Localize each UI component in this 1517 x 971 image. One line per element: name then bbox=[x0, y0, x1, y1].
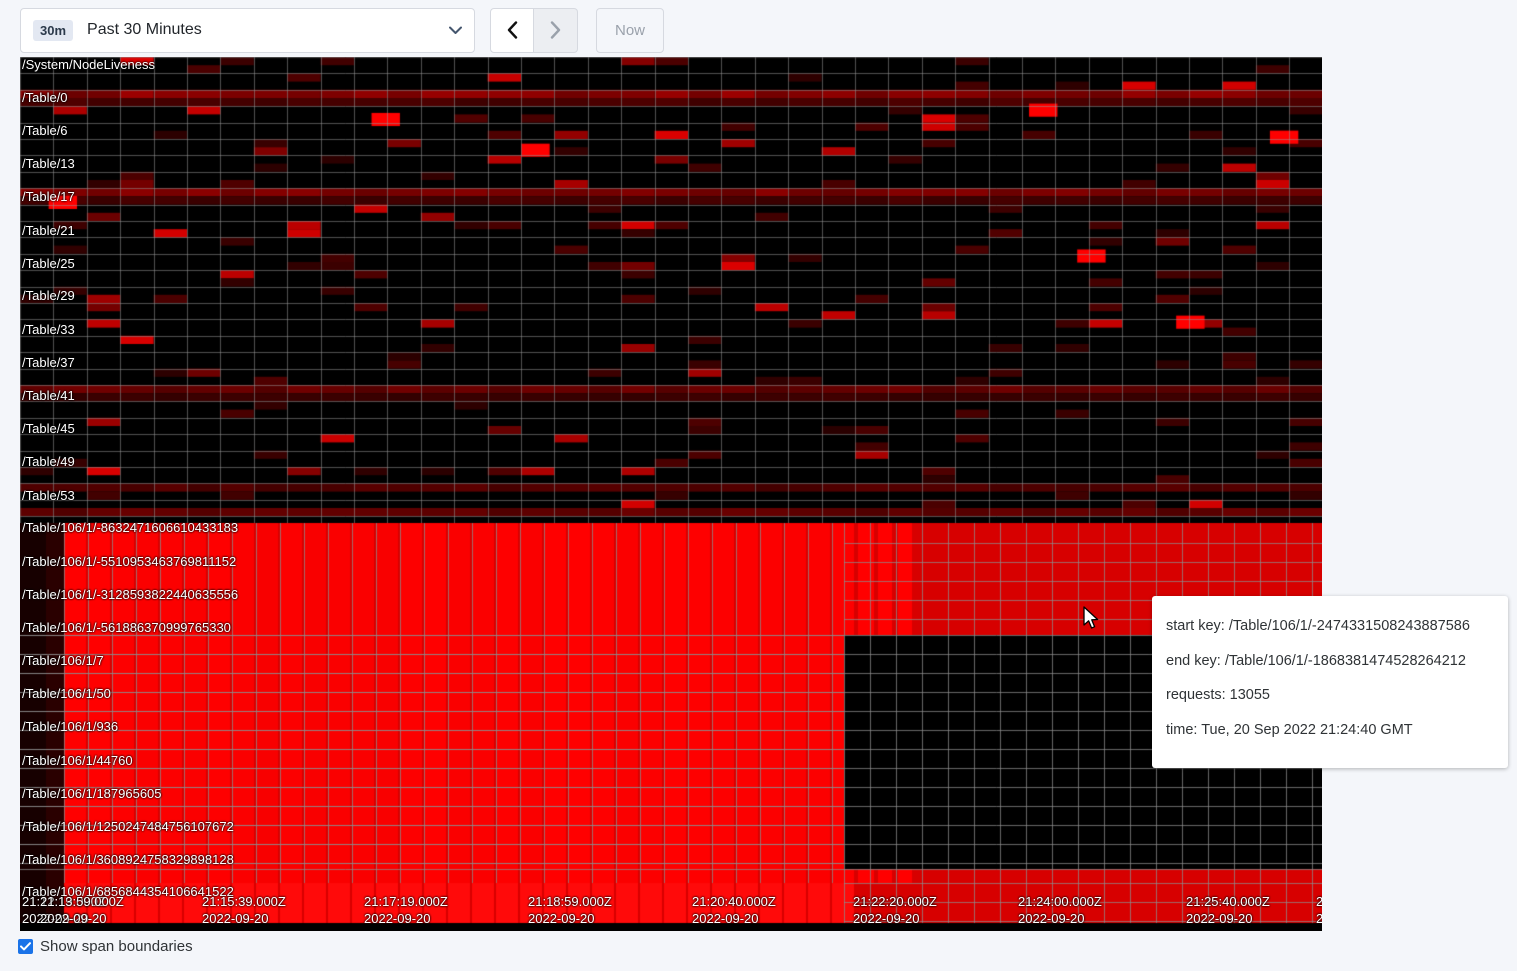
show-span-boundaries-checkbox[interactable] bbox=[18, 939, 33, 954]
tooltip-start-key: start key: /Table/106/1/-247433150824388… bbox=[1166, 618, 1470, 634]
heatmap-plot-area[interactable] bbox=[20, 57, 1322, 931]
chart-options-footer: Show span boundaries bbox=[18, 938, 193, 955]
show-span-boundaries-label: Show span boundaries bbox=[40, 938, 193, 955]
time-range-label: Past 30 Minutes bbox=[87, 21, 202, 38]
next-range-button[interactable] bbox=[534, 7, 578, 53]
heatmap-tooltip: start key: /Table/106/1/-247433150824388… bbox=[1152, 596, 1508, 768]
chevron-right-icon bbox=[550, 21, 561, 39]
time-range-toolbar: 30m Past 30 Minutes Now bbox=[0, 0, 1517, 60]
heatmap-canvas[interactable] bbox=[20, 57, 1322, 931]
prev-range-button[interactable] bbox=[490, 7, 534, 53]
chevron-down-icon[interactable] bbox=[448, 23, 462, 37]
tooltip-requests: requests: 13055 bbox=[1166, 687, 1270, 703]
time-range-select[interactable]: 30m Past 30 Minutes bbox=[20, 7, 475, 53]
requests-heatmap-chart[interactable]: /System/NodeLiveness/Table/0/Table/6/Tab… bbox=[20, 57, 1322, 931]
tooltip-end-key: end key: /Table/106/1/-18683814745282642… bbox=[1166, 652, 1466, 669]
time-range-badge: 30m bbox=[33, 19, 74, 41]
time-nav-group bbox=[490, 7, 578, 53]
tooltip-time: time: Tue, 20 Sep 2022 21:24:40 GMT bbox=[1166, 721, 1413, 738]
chevron-left-icon bbox=[507, 21, 517, 39]
check-icon bbox=[20, 942, 31, 951]
now-button[interactable]: Now bbox=[596, 7, 664, 53]
